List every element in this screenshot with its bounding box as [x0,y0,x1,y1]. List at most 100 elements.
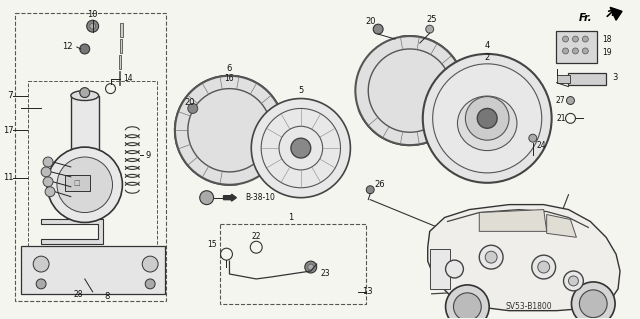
Circle shape [485,251,497,263]
Circle shape [572,282,615,319]
Circle shape [308,264,314,270]
Polygon shape [428,204,620,311]
Text: Fr.: Fr. [579,13,592,23]
Wedge shape [355,37,410,109]
Text: 26: 26 [375,180,385,189]
Text: □: □ [74,180,80,186]
Circle shape [45,187,55,197]
Circle shape [33,256,49,272]
Wedge shape [230,112,284,184]
Circle shape [532,255,556,279]
Text: 24: 24 [537,141,547,150]
Polygon shape [41,219,102,244]
Text: 13: 13 [362,287,373,296]
Circle shape [373,24,383,34]
Text: 20: 20 [365,17,376,26]
Circle shape [252,99,351,198]
Ellipse shape [458,96,517,151]
Circle shape [305,261,317,273]
Circle shape [90,23,95,29]
Text: 14: 14 [124,74,133,83]
Circle shape [423,54,552,183]
Bar [120,23,124,37]
Circle shape [445,260,463,278]
Text: 28: 28 [73,290,83,299]
Bar [557,75,570,83]
Circle shape [86,20,99,32]
Circle shape [41,167,51,177]
Bar [120,39,122,53]
Bar [556,31,597,63]
Bar [65,175,90,191]
Circle shape [188,103,198,114]
Text: 21: 21 [556,114,566,123]
Text: 6: 6 [227,64,232,73]
Circle shape [538,261,550,273]
Circle shape [582,48,588,54]
Circle shape [568,276,579,286]
Text: 2: 2 [484,53,490,63]
Circle shape [433,64,541,173]
Circle shape [47,147,122,222]
Text: 19: 19 [602,48,612,57]
Text: 16: 16 [225,74,234,83]
Text: 7: 7 [8,91,13,100]
Text: 8: 8 [105,292,110,301]
Bar [220,225,366,304]
Text: 15: 15 [207,240,216,249]
Bar [120,55,122,69]
Circle shape [355,36,465,145]
Circle shape [445,285,489,319]
Bar [21,246,165,294]
Circle shape [43,177,53,187]
Circle shape [36,279,46,289]
Text: 20: 20 [184,98,195,107]
Circle shape [572,36,579,42]
Circle shape [582,36,588,42]
Circle shape [477,108,497,128]
Bar [119,71,120,85]
Text: 11: 11 [3,173,13,182]
Circle shape [80,44,90,54]
Circle shape [80,88,90,98]
Bar [568,73,606,85]
Circle shape [563,36,568,42]
Bar [15,13,166,301]
Circle shape [465,97,509,140]
Text: 23: 23 [321,270,330,278]
Text: 12: 12 [62,42,73,51]
Circle shape [454,293,481,319]
Text: 22: 22 [252,232,261,241]
Polygon shape [479,210,547,231]
Circle shape [563,48,568,54]
Ellipse shape [71,91,99,100]
Circle shape [57,157,113,212]
Text: B-38-10: B-38-10 [245,193,275,202]
Text: 17: 17 [3,126,13,135]
Polygon shape [547,214,577,237]
Circle shape [564,271,583,291]
Text: 9: 9 [145,151,150,160]
Bar [429,249,449,289]
Circle shape [572,48,579,54]
Text: 3: 3 [612,73,618,82]
Circle shape [529,134,537,142]
FancyArrow shape [223,194,236,201]
Circle shape [479,245,503,269]
Text: 4: 4 [484,41,490,50]
Text: 18: 18 [602,34,612,44]
Circle shape [291,138,311,158]
Circle shape [200,191,214,204]
Text: 27: 27 [556,96,566,105]
Text: 1: 1 [288,213,294,222]
Circle shape [566,97,575,105]
Text: SV53-B1800: SV53-B1800 [506,302,552,311]
Circle shape [175,76,284,185]
Circle shape [579,290,607,318]
Bar [28,81,157,264]
Bar [71,96,99,150]
Text: 25: 25 [426,15,437,24]
Circle shape [426,25,434,33]
Text: 10: 10 [88,10,98,19]
Circle shape [142,256,158,272]
